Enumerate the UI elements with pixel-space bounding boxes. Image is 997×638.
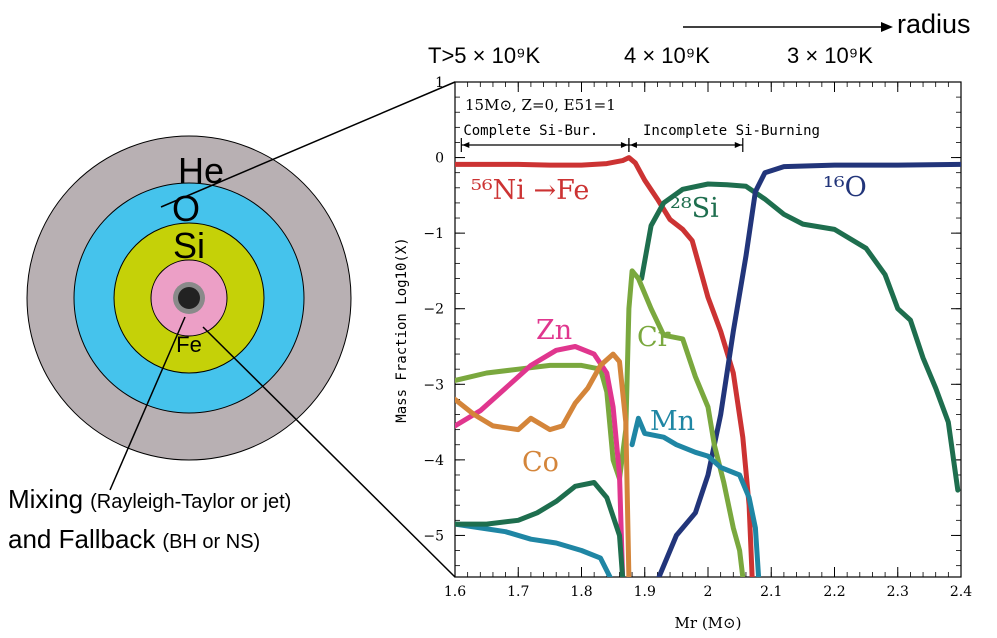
y-tick-label: −4 <box>423 453 444 469</box>
o-label: O <box>172 188 200 229</box>
y-tick-label: −5 <box>423 528 444 544</box>
x-tick-label: 1.7 <box>507 584 529 600</box>
connector-top <box>160 81 456 208</box>
region-arrow-left <box>629 142 637 148</box>
fe-label: Fe <box>176 332 202 357</box>
y-tick-label: −3 <box>423 377 444 393</box>
x-tick-label: 2 <box>704 584 713 600</box>
y-tick-label: −1 <box>423 226 444 242</box>
region-arrow-right <box>620 142 628 148</box>
series-line-mn-low <box>455 521 613 577</box>
burning-regions: Complete Si-Bur. Incomplete Si-Burning <box>460 123 820 152</box>
x-tick-label: 2.1 <box>760 584 782 600</box>
y-tick-label: 0 <box>435 151 444 167</box>
abundance-chart: 1.6 1.7 1.8 1.9 2 2.1 2.2 2.3 2.4 1 0 −1 −2 −3 −4 −5 Co… <box>394 75 972 632</box>
region-label: Incomplete Si-Burning <box>643 123 820 139</box>
temperature-label-2: 4 × 10⁹K <box>624 43 710 68</box>
series-layer <box>455 155 961 577</box>
core-inner <box>178 287 200 309</box>
ni56-series-label: ⁵⁶Ni →Fe <box>471 175 589 206</box>
plot-frame <box>454 81 962 578</box>
region-arrow-left <box>462 142 470 148</box>
si28-series-label: ²⁸Si <box>670 193 719 224</box>
radius-label: radius <box>897 9 971 39</box>
region-arrow-right <box>734 142 742 148</box>
x-tick-label: 2.3 <box>887 584 909 600</box>
x-tick-label: 1.9 <box>634 584 656 600</box>
x-tick-label: 2.4 <box>950 584 972 600</box>
series-line-cr <box>455 268 746 577</box>
radius-header: radius T>5 × 10⁹K 4 × 10⁹K 3 × 10⁹K <box>428 9 971 68</box>
caption-line-1: Mixing (Rayleigh-Taylor or jet) <box>8 484 291 514</box>
series-line-28si <box>639 181 961 493</box>
mixing-pointer <box>109 316 186 491</box>
zn-series-label: Zn <box>536 315 572 346</box>
mn-series-label: Mn <box>650 406 695 437</box>
connector-bottom <box>202 326 456 578</box>
o16-series-label: ¹⁶O <box>823 172 867 203</box>
x-tick-label: 2.2 <box>823 584 845 600</box>
series-line-co <box>455 351 632 577</box>
x-axis-label: Mr (M⊙) <box>675 614 742 632</box>
radius-arrow-head <box>881 22 893 32</box>
region-label: Complete Si-Bur. <box>463 123 598 139</box>
he-label: He <box>178 150 224 191</box>
co-series-label: Co <box>522 447 559 478</box>
si-label: Si <box>173 225 205 266</box>
series-line-si-low <box>455 480 626 577</box>
chart-title: 15M⊙, Z=0, E51=1 <box>465 96 616 114</box>
temperature-label-3: 3 × 10⁹K <box>787 43 873 68</box>
x-tick-label: 1.6 <box>444 584 466 600</box>
y-tick-label: 1 <box>435 75 444 91</box>
x-tick-label: 1.8 <box>570 584 592 600</box>
y-axis-label: Mass Fraction Log10(X) <box>394 237 410 422</box>
series-line-zn <box>455 344 626 577</box>
cr-series-label: Cr <box>637 322 671 353</box>
series-line-mn <box>629 415 762 577</box>
series-line-16o <box>656 161 961 577</box>
y-tick-label: −2 <box>423 302 444 318</box>
star-diagram: He O Si Fe Mixing (Rayleigh-Taylor or jet… <box>8 81 456 578</box>
temperature-label-1: T>5 × 10⁹K <box>428 43 540 68</box>
caption-line-2: and Fallback (BH or NS) <box>8 524 260 554</box>
